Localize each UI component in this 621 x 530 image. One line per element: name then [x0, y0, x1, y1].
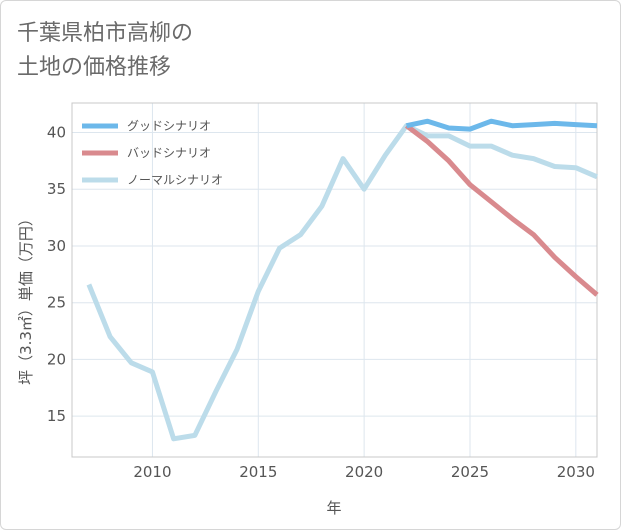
- x-axis-title: 年: [326, 499, 341, 517]
- x-tick-label: 2015: [239, 463, 277, 481]
- grid-lines: [72, 103, 597, 457]
- series-line-0: [405, 118, 598, 132]
- legend-label: バッドシナリオ: [127, 146, 211, 160]
- x-tick-label: 2010: [133, 463, 171, 481]
- plot-area-frame: [71, 102, 598, 458]
- y-tick-label: 25: [47, 294, 66, 312]
- x-tick-label: 2030: [557, 463, 595, 481]
- x-tick-label: 2020: [345, 463, 383, 481]
- chart-title-line-2: 土地の価格推移: [17, 55, 172, 80]
- x-tick-label: 2025: [451, 463, 489, 481]
- y-axis-title: 坪（3.3㎡）単価（万円）: [17, 211, 35, 385]
- legend-label: グッドシナリオ: [127, 119, 211, 133]
- series-layer: [86, 118, 599, 442]
- chart-title-line-1: 千葉県柏市高柳の: [17, 21, 194, 46]
- y-tick-label: 20: [47, 350, 66, 368]
- series-line-2: [86, 123, 598, 442]
- y-axis-ticks: 15 20 25 30 35 40: [47, 124, 66, 426]
- x-axis-ticks: 2010 2015 2020 2025 2030: [133, 463, 595, 481]
- series-line-1: [404, 123, 599, 297]
- chart-title: 千葉県柏市高柳の 土地の価格推移: [17, 17, 317, 85]
- y-tick-label: 30: [47, 237, 66, 255]
- y-tick-label: 40: [47, 124, 66, 142]
- y-tick-label: 15: [47, 407, 66, 425]
- y-tick-label: 35: [47, 180, 66, 198]
- legend-label: ノーマルシナリオ: [127, 173, 223, 187]
